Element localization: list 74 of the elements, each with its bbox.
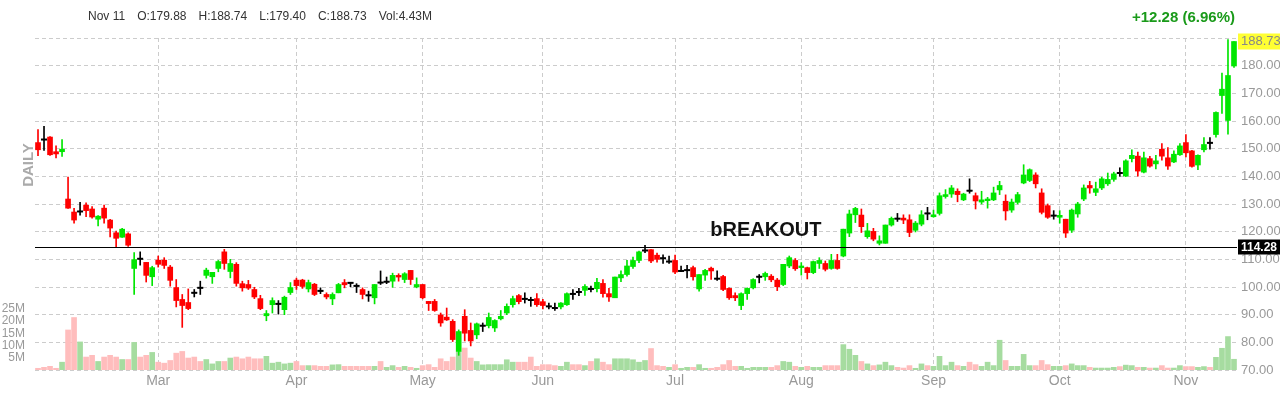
bar — [227, 357, 234, 370]
x-tick-label: Jul — [666, 372, 685, 389]
candlestick — [59, 139, 65, 157]
bar — [858, 361, 865, 370]
y-tick-label: 70.00 — [1241, 361, 1274, 377]
candlestick — [708, 266, 714, 280]
bar — [131, 342, 137, 370]
bar — [1207, 366, 1213, 370]
y-tick-label: 130.00 — [1241, 195, 1280, 211]
candlestick — [798, 262, 805, 276]
x-tick-label: Nov — [1173, 372, 1199, 389]
bar — [377, 361, 384, 370]
y-tick-label: 180.00 — [1241, 57, 1280, 73]
y-tick-label: 90.00 — [1241, 306, 1274, 322]
bar — [588, 361, 594, 370]
bar — [594, 358, 600, 370]
bar — [672, 364, 678, 370]
y-tick-label: 150.00 — [1241, 140, 1280, 156]
bar — [666, 366, 672, 370]
bar — [954, 365, 961, 370]
y-tick-label: 120.00 — [1241, 223, 1280, 239]
text: H:188.74 — [198, 9, 248, 23]
x-tick-label: Aug — [788, 372, 814, 389]
chart-subtitle: +12.28 (6.96%) — [1132, 8, 1235, 25]
y-tick-label: 170.00 — [1241, 84, 1280, 100]
text: Vol:4.43M — [378, 9, 433, 23]
bar — [924, 365, 931, 370]
y2-tick-label: 25M — [1, 301, 25, 316]
bar — [1062, 365, 1069, 370]
text: O:179.88 — [137, 9, 187, 23]
x-tick-label: Jun — [531, 372, 555, 389]
x-tick-label: Apr — [285, 372, 308, 389]
candlestick — [131, 252, 137, 295]
y-tick-label: 160.00 — [1241, 112, 1280, 128]
bar — [1153, 367, 1159, 370]
bar — [1135, 366, 1141, 370]
annotation: bREAKOUT — [710, 218, 822, 241]
y2-tick-label: 5M — [8, 350, 25, 365]
ref-line-label: 114.28 — [1241, 239, 1278, 254]
text: 188.73 — [1241, 33, 1280, 49]
text: L:179.40 — [259, 9, 306, 23]
bar — [95, 361, 101, 370]
y-tick-label: 100.00 — [1241, 278, 1280, 294]
y-tick-label: 140.00 — [1241, 167, 1280, 183]
chart-title: Nov 11 — [88, 9, 126, 23]
bar — [119, 359, 125, 370]
x-tick-label: Sep — [921, 372, 947, 389]
y-tick-label: 80.00 — [1241, 333, 1274, 349]
bar — [59, 361, 65, 370]
x-tick-label: Oct — [1048, 372, 1071, 389]
bar — [1141, 366, 1147, 370]
bar — [305, 365, 312, 370]
bar — [125, 359, 131, 370]
bar — [792, 366, 799, 370]
bar — [804, 366, 811, 370]
candlestick — [1056, 210, 1063, 224]
y2-axis-title: DAILY — [18, 143, 36, 187]
candlestick — [1086, 180, 1093, 194]
bar — [1147, 367, 1153, 370]
bar — [1086, 366, 1093, 370]
bar — [77, 341, 83, 370]
bar — [870, 365, 877, 370]
x-tick-label: May — [409, 372, 436, 389]
y2-tick-label: 10M — [1, 337, 25, 352]
bar — [149, 352, 156, 370]
y2-tick-label: 15M — [1, 325, 25, 340]
text: C:188.73 — [317, 9, 367, 23]
y2-tick-label: 20M — [1, 313, 25, 328]
bar — [582, 365, 588, 370]
bar — [1116, 366, 1123, 370]
bar — [221, 361, 228, 370]
bar — [798, 366, 805, 370]
x-tick-label: Mar — [146, 372, 171, 389]
bar — [690, 366, 696, 370]
